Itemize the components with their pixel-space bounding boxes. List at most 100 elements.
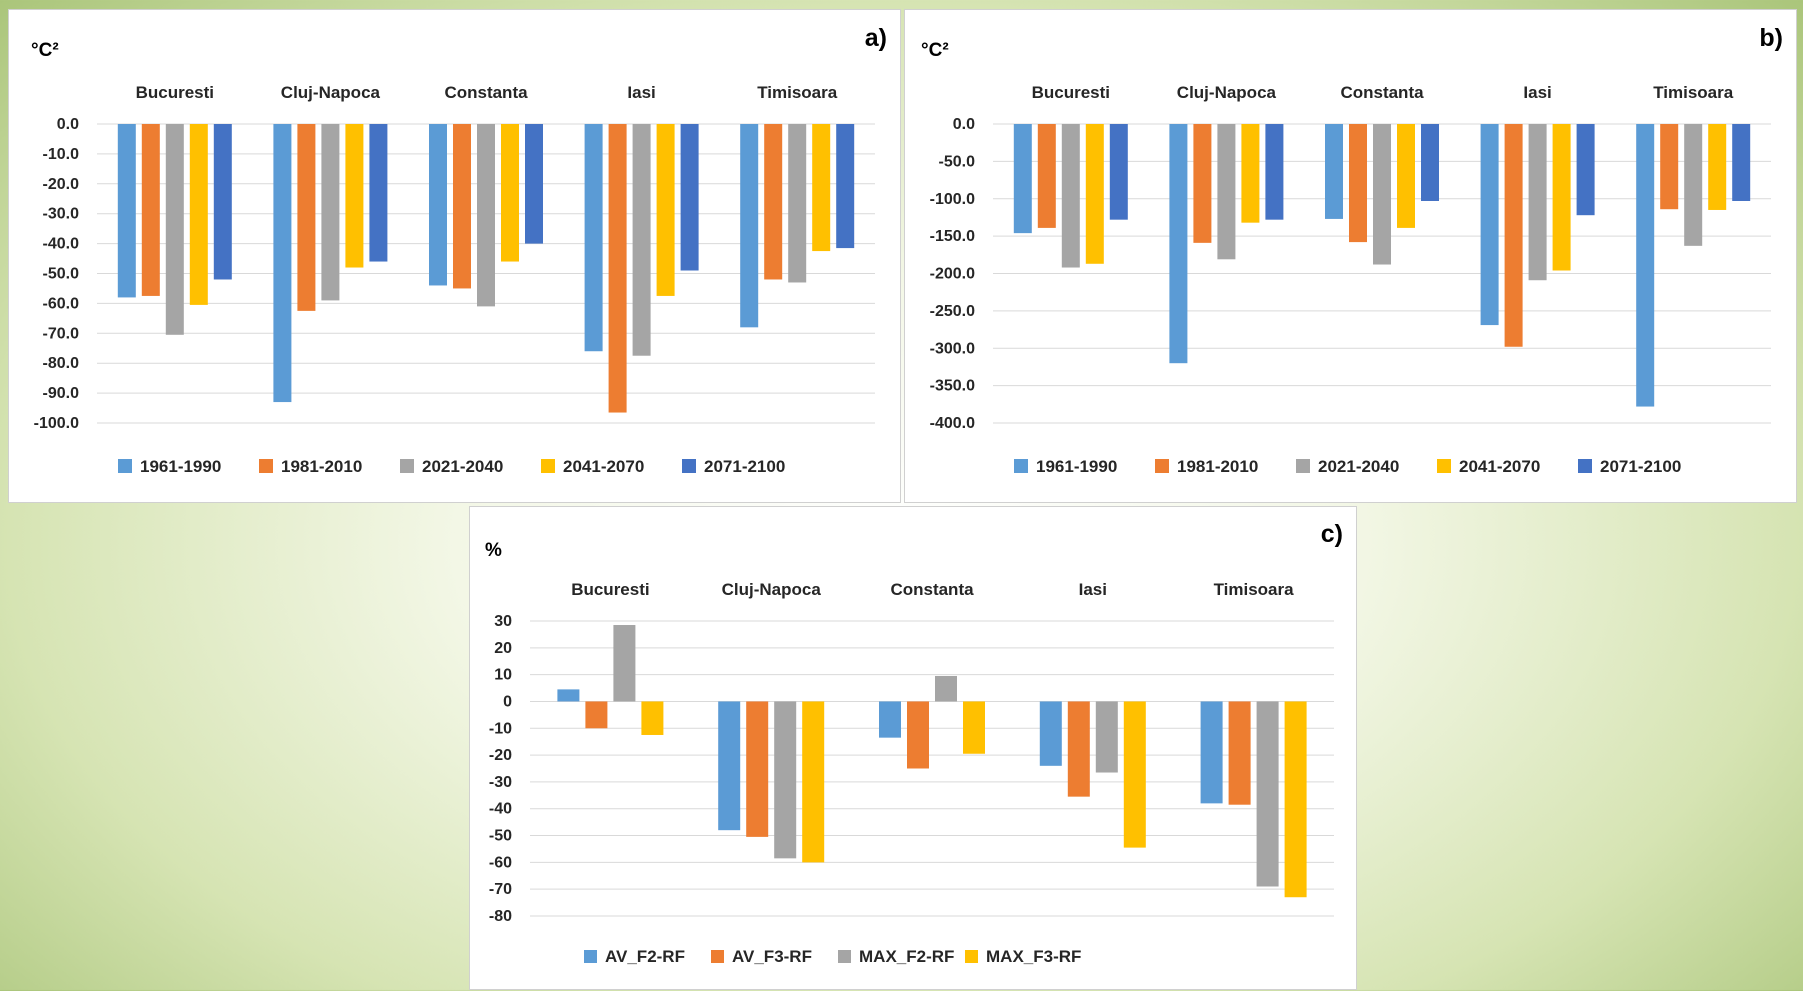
chart-b-legend-swatch xyxy=(1437,459,1451,473)
chart-c-ytick-label: 20 xyxy=(494,640,512,657)
chart-b-category-label: Constanta xyxy=(1340,83,1424,102)
chart-a-bar xyxy=(321,124,340,301)
chart-a-bar xyxy=(477,124,495,307)
chart-c-unit-label: % xyxy=(485,540,502,561)
chart-a-bar xyxy=(656,124,675,296)
chart-c-legend-swatch xyxy=(711,950,724,963)
chart-c-bar xyxy=(1039,701,1062,766)
chart-c-bar xyxy=(718,701,741,831)
chart-a-legend-label: 1981-2010 xyxy=(281,457,362,476)
chart-a-legend-label: 2071-2100 xyxy=(704,457,785,476)
chart-b-category-label: Iasi xyxy=(1523,83,1551,102)
chart-b-bar xyxy=(1349,124,1367,243)
chart-b-bar xyxy=(1480,124,1499,326)
chart-c-bar xyxy=(802,701,825,863)
chart-a-bar xyxy=(453,124,471,289)
chart-panel-c: 30 20 10 0 -10 -20 -30 -40 -50 -60 -70 -80 Bucuresti… xyxy=(469,506,1357,990)
chart-b-ytick-label: -50.0 xyxy=(939,153,976,170)
chart-b-category-label: Timisoara xyxy=(1653,83,1734,102)
chart-a-bar xyxy=(189,124,208,305)
chart-c-ytick-label: -60 xyxy=(489,854,512,871)
chart-a-bar xyxy=(117,124,136,298)
chart-c-bar xyxy=(585,701,608,729)
chart-c-category-label: Cluj-Napoca xyxy=(722,580,822,599)
chart-c-bar xyxy=(1123,701,1146,848)
chart-b-bar xyxy=(1373,124,1391,265)
chart-b-bar xyxy=(1265,124,1284,220)
chart-b-bar xyxy=(1037,124,1056,228)
chart-c-bar xyxy=(613,625,636,702)
chart-a: 0.0 -10.0 -20.0 -30.0 -40.0 -50.0 -60.0 -70.0 -8… xyxy=(31,24,887,476)
chart-b-legend-label: 1961-1990 xyxy=(1036,457,1117,476)
chart-c-legend-label: MAX_F3-RF xyxy=(986,947,1081,966)
chart-b-legend-swatch xyxy=(1014,459,1028,473)
chart-b-ytick-label: -100.0 xyxy=(930,191,975,208)
chart-b-legend-label: 1981-2010 xyxy=(1177,457,1258,476)
chart-b-legend-label: 2071-2100 xyxy=(1600,457,1681,476)
chart-b: 0.0 -50.0 -100.0 -150.0 -200.0 -250.0 -300.0 -3… xyxy=(921,24,1783,476)
chart-c-legend-swatch xyxy=(584,950,597,963)
chart-c-bar xyxy=(746,701,769,837)
chart-b-ytick-label: -200.0 xyxy=(930,266,975,283)
chart-b-bar xyxy=(1552,124,1571,271)
chart-a-legend-label: 2021-2040 xyxy=(422,457,503,476)
chart-a-bar xyxy=(165,124,184,335)
chart-c-bar xyxy=(774,701,797,859)
chart-c-bar xyxy=(935,675,957,702)
chart-a-category-label: Timisoara xyxy=(757,83,838,102)
chart-a-legend-label: 1961-1990 xyxy=(140,457,221,476)
chart-c-ytick-label: -20 xyxy=(489,747,512,764)
chart-a-legend-swatch xyxy=(400,459,414,473)
chart-b-legend-label: 2041-2070 xyxy=(1459,457,1540,476)
chart-c-panel-label: c) xyxy=(1321,520,1343,548)
chart-c-ytick-label: -10 xyxy=(489,720,512,737)
chart-b-bar xyxy=(1109,124,1128,220)
chart-a-ytick-label: -30.0 xyxy=(43,206,80,223)
chart-a-ytick-label: -40.0 xyxy=(43,236,80,253)
chart-a-bar xyxy=(740,124,759,328)
chart-a-bar xyxy=(213,124,232,280)
chart-b-bar xyxy=(1576,124,1595,216)
chart-a-bar xyxy=(369,124,388,262)
chart-c-ytick-label: -50 xyxy=(489,828,512,845)
chart-c-bar xyxy=(557,689,580,702)
chart-a-bar xyxy=(812,124,831,252)
chart-c-ytick-label: 0 xyxy=(503,693,512,710)
chart-a-bar xyxy=(429,124,447,286)
chart-a-category-label: Cluj-Napoca xyxy=(281,83,381,102)
chart-a-bar xyxy=(764,124,783,280)
chart-c-ytick-label: 10 xyxy=(494,667,512,684)
chart-c-ytick-label: 30 xyxy=(494,613,512,630)
chart-a-ytick-label: -50.0 xyxy=(43,266,80,283)
chart-c-bar xyxy=(963,701,985,754)
chart-a-bar xyxy=(680,124,699,271)
chart-a-ytick-label: -90.0 xyxy=(43,385,80,402)
chart-b-ytick-label: -150.0 xyxy=(930,228,975,245)
chart-a-bar xyxy=(273,124,292,403)
chart-a-bar xyxy=(501,124,519,262)
chart-c: 30 20 10 0 -10 -20 -30 -40 -50 -60 -70 -80 Bucuresti… xyxy=(485,520,1343,966)
chart-b-category-label: Bucuresti xyxy=(1032,83,1110,102)
chart-a-unit-label: °C² xyxy=(31,40,59,61)
chart-a-legend-swatch xyxy=(259,459,273,473)
chart-c-ytick-label: -70 xyxy=(489,881,512,898)
chart-a-ytick-label: -80.0 xyxy=(43,355,80,372)
chart-b-bar xyxy=(1528,124,1547,281)
chart-b-bar xyxy=(1085,124,1104,264)
chart-b-bar xyxy=(1684,124,1703,246)
chart-a-bar xyxy=(788,124,807,283)
chart-c-bar xyxy=(1256,701,1279,887)
chart-panel-a: 0.0 -10.0 -20.0 -30.0 -40.0 -50.0 -60.0 -70.0 -8… xyxy=(8,9,901,503)
chart-a-category-label: Iasi xyxy=(627,83,655,102)
chart-b-ytick-label: -400.0 xyxy=(930,415,975,432)
chart-b-bar xyxy=(1708,124,1727,210)
chart-c-legend-swatch xyxy=(838,950,851,963)
chart-a-bar xyxy=(141,124,160,296)
chart-c-legend-swatch xyxy=(965,950,978,963)
chart-a-ytick-label: -10.0 xyxy=(43,146,80,163)
chart-c-bar xyxy=(1200,701,1223,804)
chart-b-bar xyxy=(1241,124,1260,223)
chart-a-legend-swatch xyxy=(682,459,696,473)
chart-b-bar xyxy=(1193,124,1212,243)
chart-b-bar xyxy=(1660,124,1679,210)
